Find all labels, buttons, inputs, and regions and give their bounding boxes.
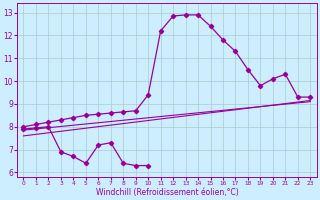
X-axis label: Windchill (Refroidissement éolien,°C): Windchill (Refroidissement éolien,°C) bbox=[96, 188, 238, 197]
